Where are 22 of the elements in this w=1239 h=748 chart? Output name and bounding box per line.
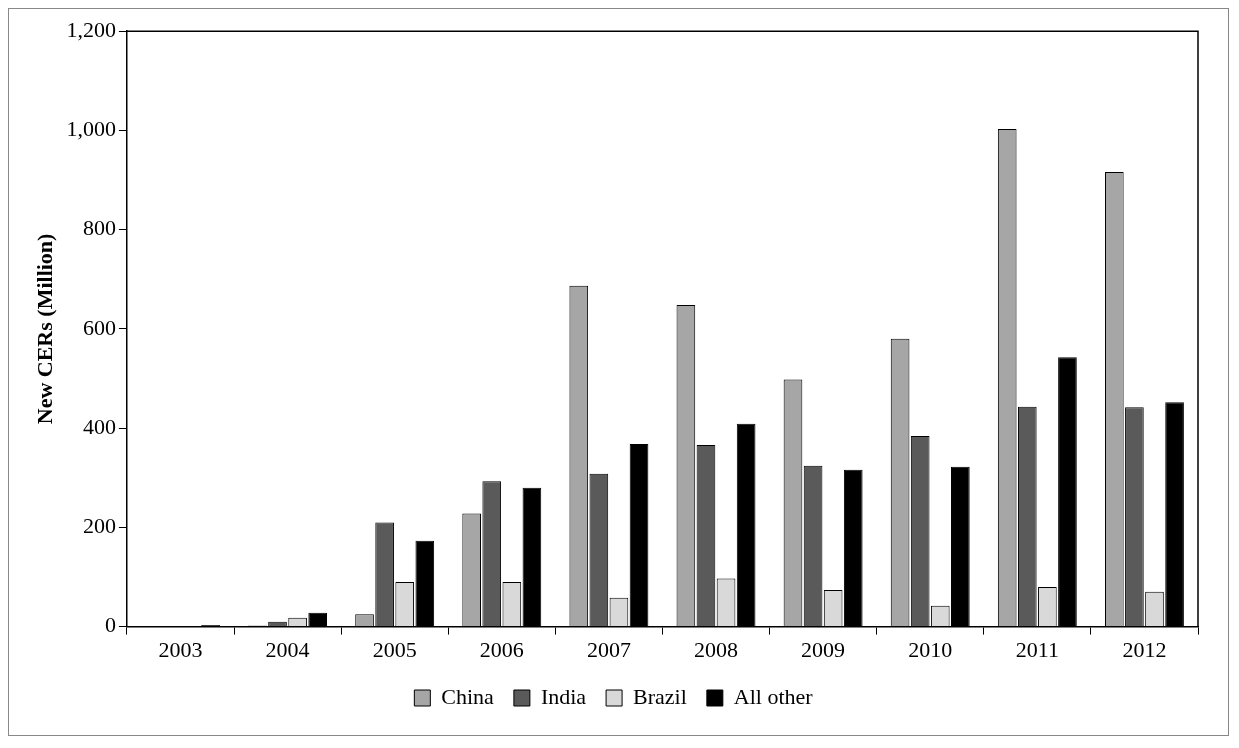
x-tick-label: 2010 xyxy=(908,636,953,662)
y-axis-title: New CERs (Million) xyxy=(31,233,57,425)
x-tick-label: 2006 xyxy=(479,636,524,662)
legend-label: Brazil xyxy=(633,683,687,709)
x-tick-label: 2011 xyxy=(1015,636,1059,662)
y-tick-label: 400 xyxy=(82,413,116,439)
legend-label: All other xyxy=(733,683,814,709)
legend-label: China xyxy=(441,683,495,709)
y-tick-label: 200 xyxy=(82,513,116,539)
y-tick-label: 1,000 xyxy=(66,116,116,142)
y-tick-label: 600 xyxy=(82,314,116,340)
x-tick-label: 2007 xyxy=(586,636,631,662)
x-tick-label: 2005 xyxy=(372,636,417,662)
legend-label: India xyxy=(540,683,587,709)
y-tick-label: 800 xyxy=(82,215,116,241)
x-tick-label: 2003 xyxy=(158,636,203,662)
x-tick-label: 2009 xyxy=(801,636,846,662)
x-tick-label: 2008 xyxy=(694,636,739,662)
y-tick-label: 1,200 xyxy=(66,16,116,42)
y-tick-label: 0 xyxy=(104,612,116,638)
x-tick-label: 2004 xyxy=(265,636,310,662)
x-tick-label: 2012 xyxy=(1122,636,1167,662)
